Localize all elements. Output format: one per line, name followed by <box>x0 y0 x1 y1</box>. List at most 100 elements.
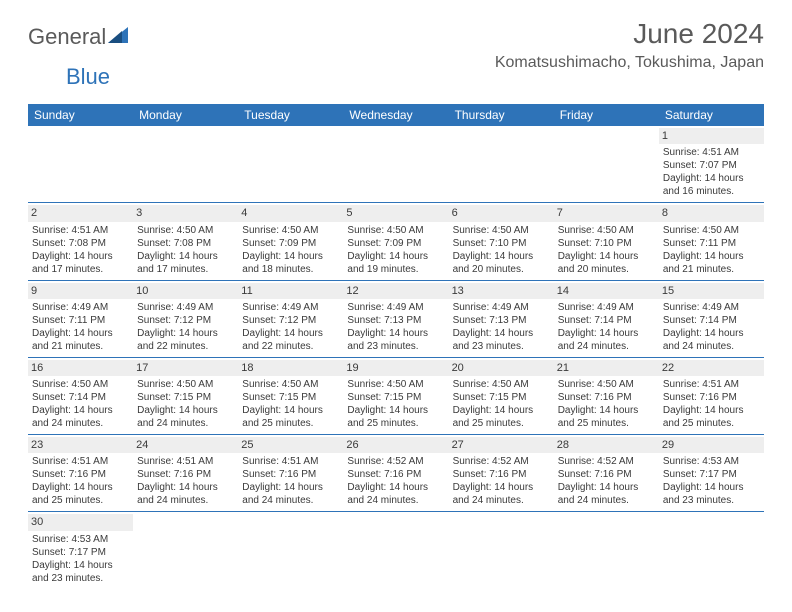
calendar-cell: 17Sunrise: 4:50 AMSunset: 7:15 PMDayligh… <box>133 357 238 434</box>
day-number: 28 <box>554 437 659 453</box>
day-number: 10 <box>133 283 238 299</box>
calendar-cell: 9 Sunrise: 4:49 AMSunset: 7:11 PMDaylight… <box>28 280 133 357</box>
day-info: Sunrise: 4:49 AMSunset: 7:13 PMDaylight:… <box>453 301 550 353</box>
day-info: Sunrise: 4:50 AMSunset: 7:10 PMDaylight:… <box>453 224 550 276</box>
day-info: Sunrise: 4:52 AMSunset: 7:16 PMDaylight:… <box>558 455 655 507</box>
day-number: 18 <box>238 360 343 376</box>
calendar-cell: 6 Sunrise: 4:50 AMSunset: 7:10 PMDaylight… <box>449 203 554 280</box>
calendar-cell: 16Sunrise: 4:50 AMSunset: 7:14 PMDayligh… <box>28 357 133 434</box>
day-number: 25 <box>238 437 343 453</box>
calendar-cell: 8 Sunrise: 4:50 AMSunset: 7:11 PMDaylight… <box>659 203 764 280</box>
calendar-cell: 1Sunrise: 4:51 AMSunset: 7:07 PMDaylight… <box>659 126 764 203</box>
day-info: Sunrise: 4:51 AMSunset: 7:16 PMDaylight:… <box>137 455 234 507</box>
day-number: 19 <box>343 360 448 376</box>
day-number: 30 <box>28 514 133 530</box>
day-number: 24 <box>133 437 238 453</box>
calendar-head: SundayMondayTuesdayWednesdayThursdayFrid… <box>28 104 764 126</box>
day-number: 9 <box>28 283 133 299</box>
day-number: 3 <box>133 205 238 221</box>
day-info: Sunrise: 4:50 AMSunset: 7:11 PMDaylight:… <box>663 224 760 276</box>
day-info: Sunrise: 4:49 AMSunset: 7:14 PMDaylight:… <box>663 301 760 353</box>
calendar-cell <box>133 126 238 203</box>
day-number: 7 <box>554 205 659 221</box>
day-info: Sunrise: 4:50 AMSunset: 7:15 PMDaylight:… <box>453 378 550 430</box>
day-number: 20 <box>449 360 554 376</box>
calendar-cell: 3Sunrise: 4:50 AMSunset: 7:08 PMDaylight… <box>133 203 238 280</box>
day-number: 6 <box>449 205 554 221</box>
calendar-table: SundayMondayTuesdayWednesdayThursdayFrid… <box>28 104 764 589</box>
logo-text-general: General <box>28 24 106 50</box>
weekday-header: Tuesday <box>238 104 343 126</box>
calendar-cell: 30Sunrise: 4:53 AMSunset: 7:17 PMDayligh… <box>28 512 133 589</box>
calendar-cell <box>449 126 554 203</box>
calendar-cell <box>343 512 448 589</box>
day-info: Sunrise: 4:50 AMSunset: 7:10 PMDaylight:… <box>558 224 655 276</box>
day-number: 26 <box>343 437 448 453</box>
calendar-cell: 25Sunrise: 4:51 AMSunset: 7:16 PMDayligh… <box>238 435 343 512</box>
logo: General <box>28 24 130 50</box>
day-info: Sunrise: 4:50 AMSunset: 7:15 PMDaylight:… <box>242 378 339 430</box>
calendar-cell: 19 Sunrise: 4:50 AMSunset: 7:15 PMDayligh… <box>343 357 448 434</box>
day-number: 2 <box>28 205 133 221</box>
day-number: 8 <box>659 205 764 221</box>
calendar-cell: 2Sunrise: 4:51 AMSunset: 7:08 PMDaylight… <box>28 203 133 280</box>
day-number: 27 <box>449 437 554 453</box>
weekday-header: Wednesday <box>343 104 448 126</box>
calendar-cell <box>238 126 343 203</box>
weekday-header: Monday <box>133 104 238 126</box>
weekday-header: Thursday <box>449 104 554 126</box>
day-info: Sunrise: 4:50 AMSunset: 7:09 PMDaylight:… <box>347 224 444 276</box>
calendar-cell: 4 Sunrise: 4:50 AMSunset: 7:09 PMDaylight… <box>238 203 343 280</box>
day-info: Sunrise: 4:50 AMSunset: 7:16 PMDaylight:… <box>558 378 655 430</box>
calendar-cell <box>28 126 133 203</box>
calendar-cell: 15 Sunrise: 4:49 AMSunset: 7:14 PMDayligh… <box>659 280 764 357</box>
day-info: Sunrise: 4:50 AMSunset: 7:15 PMDaylight:… <box>347 378 444 430</box>
calendar-cell <box>554 126 659 203</box>
calendar-cell <box>554 512 659 589</box>
day-info: Sunrise: 4:49 AMSunset: 7:12 PMDaylight:… <box>242 301 339 353</box>
day-number: 15 <box>659 283 764 299</box>
day-number: 23 <box>28 437 133 453</box>
calendar-cell: 10 Sunrise: 4:49 AMSunset: 7:12 PMDayligh… <box>133 280 238 357</box>
day-info: Sunrise: 4:49 AMSunset: 7:12 PMDaylight:… <box>137 301 234 353</box>
day-number: 29 <box>659 437 764 453</box>
day-number: 12 <box>343 283 448 299</box>
calendar-cell: 24 Sunrise: 4:51 AMSunset: 7:16 PMDayligh… <box>133 435 238 512</box>
day-number: 13 <box>449 283 554 299</box>
calendar-cell: 5 Sunrise: 4:50 AMSunset: 7:09 PMDaylight… <box>343 203 448 280</box>
day-info: Sunrise: 4:53 AMSunset: 7:17 PMDaylight:… <box>663 455 760 507</box>
calendar-cell: 20 Sunrise: 4:50 AMSunset: 7:15 PMDayligh… <box>449 357 554 434</box>
calendar-cell: 18 Sunrise: 4:50 AMSunset: 7:15 PMDayligh… <box>238 357 343 434</box>
calendar-cell: 7 Sunrise: 4:50 AMSunset: 7:10 PMDaylight… <box>554 203 659 280</box>
day-info: Sunrise: 4:51 AMSunset: 7:07 PMDaylight:… <box>663 146 760 198</box>
month-title: June 2024 <box>495 18 764 50</box>
calendar-cell <box>133 512 238 589</box>
day-number: 4 <box>238 205 343 221</box>
day-number: 5 <box>343 205 448 221</box>
calendar-cell: 22 Sunrise: 4:51 AMSunset: 7:16 PMDayligh… <box>659 357 764 434</box>
day-number: 11 <box>238 283 343 299</box>
day-info: Sunrise: 4:49 AMSunset: 7:11 PMDaylight:… <box>32 301 129 353</box>
day-info: Sunrise: 4:49 AMSunset: 7:13 PMDaylight:… <box>347 301 444 353</box>
logo-text-blue: Blue <box>66 64 110 89</box>
day-info: Sunrise: 4:52 AMSunset: 7:16 PMDaylight:… <box>347 455 444 507</box>
day-info: Sunrise: 4:51 AMSunset: 7:16 PMDaylight:… <box>663 378 760 430</box>
weekday-header: Saturday <box>659 104 764 126</box>
calendar-cell: 26 Sunrise: 4:52 AMSunset: 7:16 PMDayligh… <box>343 435 448 512</box>
day-info: Sunrise: 4:49 AMSunset: 7:14 PMDaylight:… <box>558 301 655 353</box>
day-number: 21 <box>554 360 659 376</box>
logo-text-blue-wrap: Blue <box>66 64 792 90</box>
calendar-cell: 14Sunrise: 4:49 AMSunset: 7:14 PMDayligh… <box>554 280 659 357</box>
calendar-cell <box>343 126 448 203</box>
calendar-cell: 12 Sunrise: 4:49 AMSunset: 7:13 PMDayligh… <box>343 280 448 357</box>
day-info: Sunrise: 4:50 AMSunset: 7:14 PMDaylight:… <box>32 378 129 430</box>
calendar-cell: 21 Sunrise: 4:50 AMSunset: 7:16 PMDayligh… <box>554 357 659 434</box>
day-info: Sunrise: 4:50 AMSunset: 7:09 PMDaylight:… <box>242 224 339 276</box>
day-number: 22 <box>659 360 764 376</box>
calendar-cell: 29 Sunrise: 4:53 AMSunset: 7:17 PMDayligh… <box>659 435 764 512</box>
calendar-cell: 27Sunrise: 4:52 AMSunset: 7:16 PMDayligh… <box>449 435 554 512</box>
logo-sail-icon <box>108 25 130 50</box>
calendar-cell <box>449 512 554 589</box>
day-info: Sunrise: 4:51 AMSunset: 7:16 PMDaylight:… <box>32 455 129 507</box>
weekday-header: Sunday <box>28 104 133 126</box>
